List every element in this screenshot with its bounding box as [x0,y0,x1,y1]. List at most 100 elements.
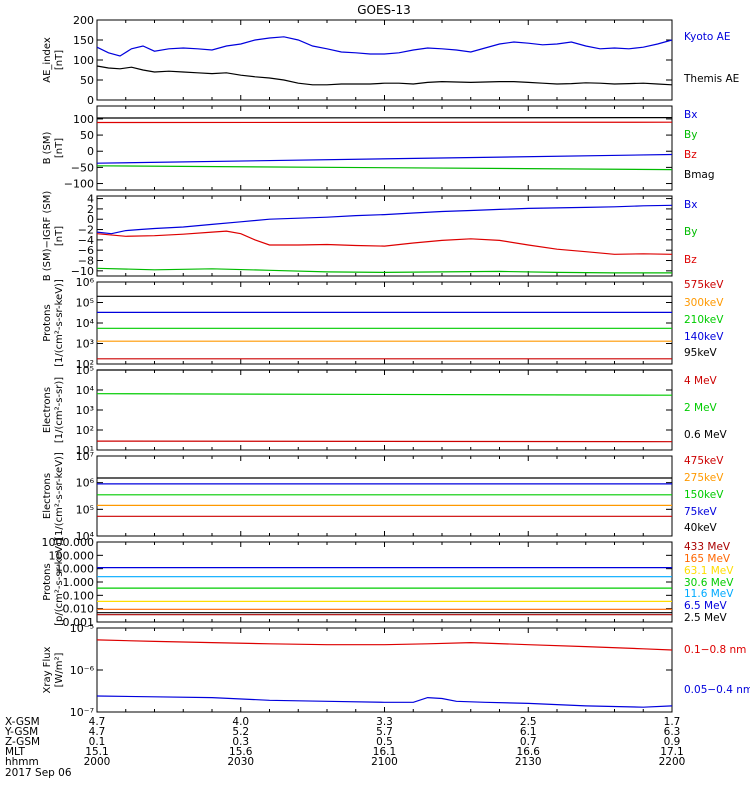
legend-entry: 4 MeV [684,375,718,387]
legend-entry: 0.05−0.4 nm [684,684,750,696]
ephemeris-row-label: Y-GSM [4,726,38,738]
ephemeris-value: 2200 [659,756,686,768]
legend-entry: Bmag [684,169,715,181]
y-tick-label: 1.000 [63,576,95,589]
series-line-2-MeV [96,393,673,396]
ephemeris-value: 0.5 [376,736,393,748]
legend-entry: 11.6 MeV [684,588,734,600]
ephemeris-value: 2130 [515,756,542,768]
y-tick-label: 10³ [76,404,94,417]
y-tick-label: −4 [78,234,94,247]
y-axis-label: AE_index [42,37,53,83]
y-axis-label: B (SM)−IGRF (SM) [42,191,53,282]
y-tick-label: 0.100 [63,589,95,602]
panel-ae-index: 0 50 100 150 200 AE_index [nT] Kyoto AE Themis A… [42,14,739,107]
y-tick-label: 0 [87,145,94,158]
legend-entry: 40keV [684,522,718,534]
panel-frame [96,19,673,101]
series-line-0-1-0-8-nm [96,639,673,651]
y-tick-label: 150 [73,34,94,47]
series-line-4-MeV [96,440,673,443]
panel-protons-mev: 0.0010.0100.1001.00010.000100.0001000.00… [42,536,735,629]
legend-entry: 165 MeV [684,553,731,565]
legend-entry: 2 MeV [684,402,718,414]
legend-entry: 6.5 MeV [684,600,728,612]
figure-title: GOES-13 [357,3,411,17]
legend-entry: By [684,129,697,141]
panel-electrons-kev: 10⁴ 10⁵ 10⁶ 10⁷ Electrons [1/(cm²-s-sr-keV)] 4… [42,450,724,543]
y-axis-label: Xray Flux [42,646,53,693]
y-axis-label: [nT] [54,50,65,70]
panel-frame [96,627,673,713]
ephemeris-value: 0.9 [664,736,681,748]
y-tick-label: 1000.000 [42,536,95,549]
ephemeris-row-label: Z-GSM [5,736,40,748]
ephemeris-value: 6.3 [664,726,681,738]
ephemeris-value: 16.6 [517,746,541,758]
panel-xray: 10⁻⁷ 10⁻⁶ 10⁻⁵ Xray Flux [W/m²] 0.1−0.8 nm 0.0… [42,622,750,719]
y-tick-label: 10⁻⁶ [70,664,95,677]
y-axis-label: [nT] [54,226,65,246]
y-tick-label: 10⁵ [76,297,94,310]
series-line-By [96,267,672,274]
y-axis-label: Protons [42,304,53,341]
y-axis-label: [1/(cm²-s-sr-keV)] [54,279,65,367]
y-tick-label: 0 [87,94,94,107]
series-line-Kyoto-AE [96,36,673,57]
y-axis-label: [nT] [54,138,65,158]
y-tick-label: 10⁵ [76,503,94,516]
y-tick-label: 50 [80,129,94,142]
y-axis-label: [W/m²] [54,652,65,687]
y-axis-label: [1/(cm²-s-sr)] [54,377,65,443]
y-tick-label: −10 [71,265,94,278]
y-tick-label: 10⁶ [76,276,95,289]
legend-entry: Bz [684,254,697,266]
y-axis-label: [p/(cm²-s-sr-keV)] [54,538,65,626]
y-tick-label: 50 [80,74,94,87]
y-tick-label: 10.000 [56,563,95,576]
ephemeris-value: 4.7 [89,726,106,738]
legend-entry: Bz [684,149,697,161]
series-line-Bx [96,153,673,164]
panel-electrons-mev: 10¹ 10² 10³ 10⁴ 10⁵ Electrons [1/(cm²-s-sr)] 4 … [42,364,728,457]
ephemeris-value: 0.3 [232,736,249,748]
legend-entry: 475keV [684,455,724,467]
legend-entry: 433 MeV [684,541,731,553]
panel-frame [96,105,673,191]
panel-frame [96,281,673,365]
series-line-By [96,165,673,171]
y-tick-label: 10⁻⁵ [70,622,94,635]
ephemeris-value: 5.7 [376,726,393,738]
y-tick-label: 10² [76,358,94,371]
y-tick-label: 100 [73,54,94,67]
legend-entry: 0.1−0.8 nm [684,644,746,656]
legend-entry: 75keV [684,506,718,518]
ephemeris-value: 16.1 [373,746,396,758]
legend-entry: 210keV [684,314,724,326]
series-line-Bz [96,230,673,255]
y-tick-label: 10⁴ [76,317,95,330]
legend-entry: 275keV [684,472,724,484]
y-axis-label: Protons [42,563,53,600]
panel-protons-low: 10² 10³ 10⁴ 10⁵ 10⁶ Protons [1/(cm²-s-sr-keV)]… [42,276,724,371]
y-tick-label: 4 [87,193,94,206]
y-axis-label: [1/(cm²-s-sr-keV)] [54,452,65,540]
y-tick-label: 10³ [76,338,94,351]
y-tick-label: 100.000 [49,549,95,562]
y-tick-label: 100 [73,113,94,126]
legend-entry: 300keV [684,297,724,309]
ephemeris-value: 17.1 [660,746,683,758]
ephemeris-table: X-GSM 4.7 4.0 3.3 2.5 1.7 Y-GSM 4.7 5.2 5.7 6.1 6.3… [4,716,685,779]
y-tick-label: 2 [87,203,94,216]
y-tick-label: 0 [87,213,94,226]
ephemeris-value: 2030 [227,756,254,768]
series-line-0-05-0-4-nm [96,695,673,708]
panel-frame [96,455,673,537]
legend-entry: Bx [684,199,697,211]
ephemeris-value: 2.5 [520,716,537,728]
y-tick-label: −6 [78,244,94,257]
ephemeris-value: 15.1 [85,746,108,758]
ephemeris-value: 15.6 [229,746,253,758]
y-axis-label: Electrons [42,387,53,433]
